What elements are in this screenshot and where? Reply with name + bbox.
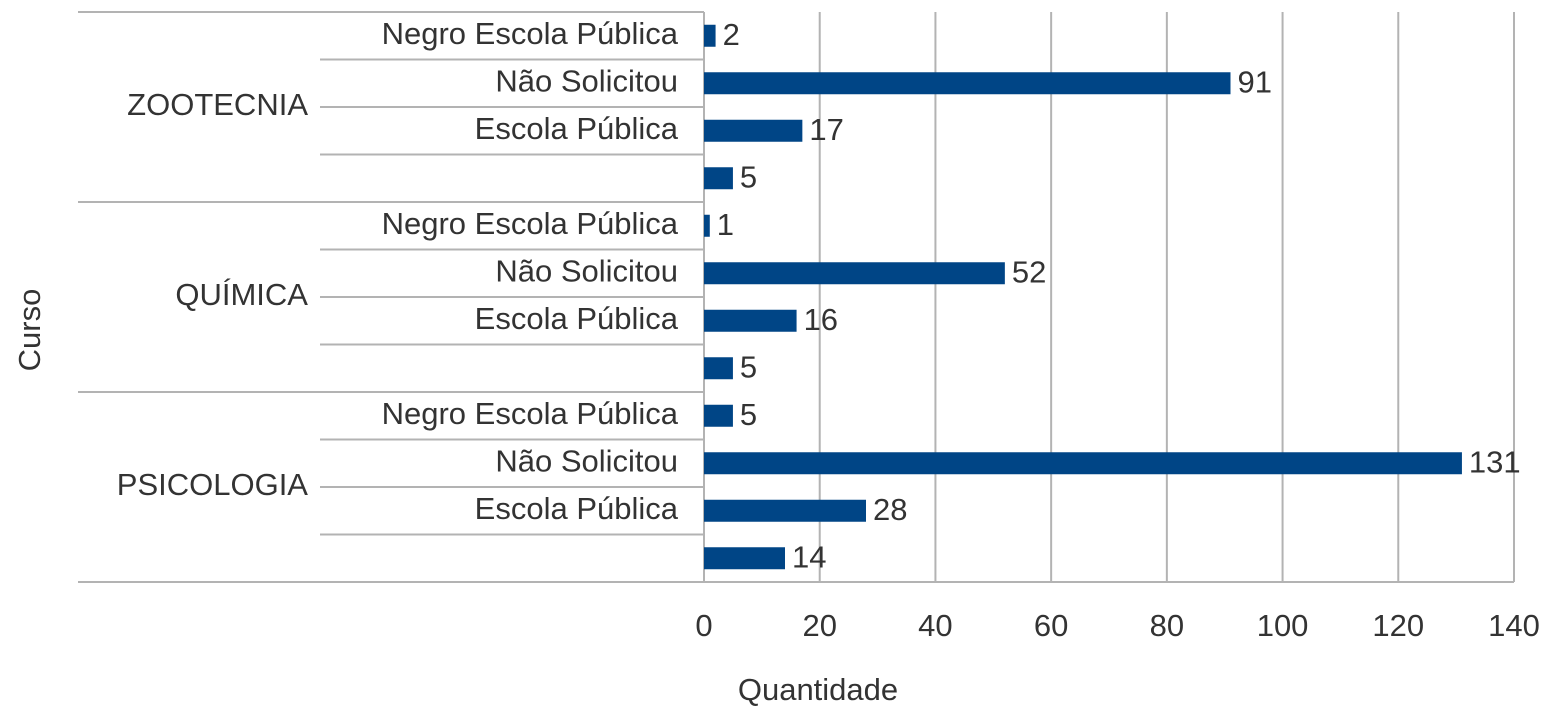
value-label: 28 — [873, 492, 907, 527]
bar — [704, 357, 733, 380]
bar — [704, 214, 710, 237]
x-axis-label: Quantidade — [738, 672, 898, 707]
bar — [704, 309, 797, 332]
group-label: QUÍMICA — [175, 277, 308, 312]
bar — [704, 119, 803, 142]
value-label: 16 — [804, 302, 838, 337]
bar — [704, 262, 1005, 285]
value-label: 5 — [740, 397, 757, 432]
y-tick-label: Negro Escola Pública — [382, 396, 679, 431]
bar — [704, 24, 716, 47]
value-label: 1 — [717, 207, 734, 242]
value-label: 131 — [1469, 444, 1521, 479]
y-tick-label: Não Solicitou — [495, 443, 678, 478]
bar — [704, 72, 1231, 95]
x-tick-label: 0 — [695, 608, 712, 643]
y-tick-label: Não Solicitou — [495, 63, 678, 98]
value-label: 5 — [740, 159, 757, 194]
value-label: 17 — [809, 112, 843, 147]
y-tick-label: Negro Escola Pública — [382, 206, 679, 241]
bar — [704, 547, 785, 570]
x-tick-label: 120 — [1372, 608, 1424, 643]
bar — [704, 499, 866, 522]
group-label: ZOOTECNIA — [127, 87, 308, 122]
x-tick-label: 40 — [918, 608, 952, 643]
y-axis-label: Curso — [12, 289, 47, 372]
y-tick-label: Escola Pública — [475, 491, 679, 526]
bar — [704, 404, 733, 427]
value-label: 5 — [740, 349, 757, 384]
group-label: PSICOLOGIA — [117, 467, 309, 502]
y-tick-label: Escola Pública — [475, 301, 679, 336]
y-tick-label: Escola Pública — [475, 111, 679, 146]
bar — [704, 452, 1462, 475]
bar — [704, 167, 733, 190]
y-tick-label: Não Solicitou — [495, 253, 678, 288]
y-tick-label: Negro Escola Pública — [382, 16, 679, 51]
value-label: 14 — [792, 539, 826, 574]
x-tick-label: 20 — [802, 608, 836, 643]
x-tick-label: 140 — [1488, 608, 1540, 643]
value-label: 2 — [723, 17, 740, 52]
value-label: 91 — [1238, 64, 1272, 99]
x-tick-label: 100 — [1257, 608, 1309, 643]
value-label: 52 — [1012, 254, 1046, 289]
x-tick-label: 60 — [1034, 608, 1068, 643]
x-tick-label: 80 — [1150, 608, 1184, 643]
